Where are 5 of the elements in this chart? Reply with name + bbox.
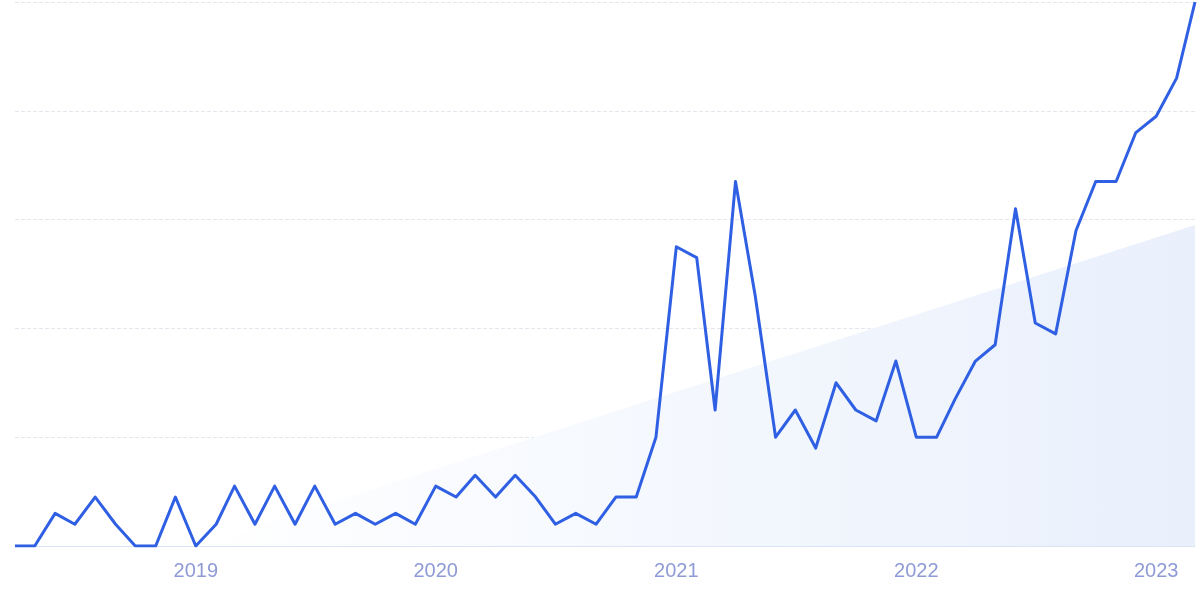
x-tick-label: 2019 — [173, 559, 219, 581]
x-tick-label: 2021 — [654, 559, 699, 581]
x-tick-label: 2022 — [894, 559, 939, 581]
x-tick-label: 2023 — [1133, 559, 1179, 581]
x-tick-label: 2020 — [413, 559, 458, 581]
